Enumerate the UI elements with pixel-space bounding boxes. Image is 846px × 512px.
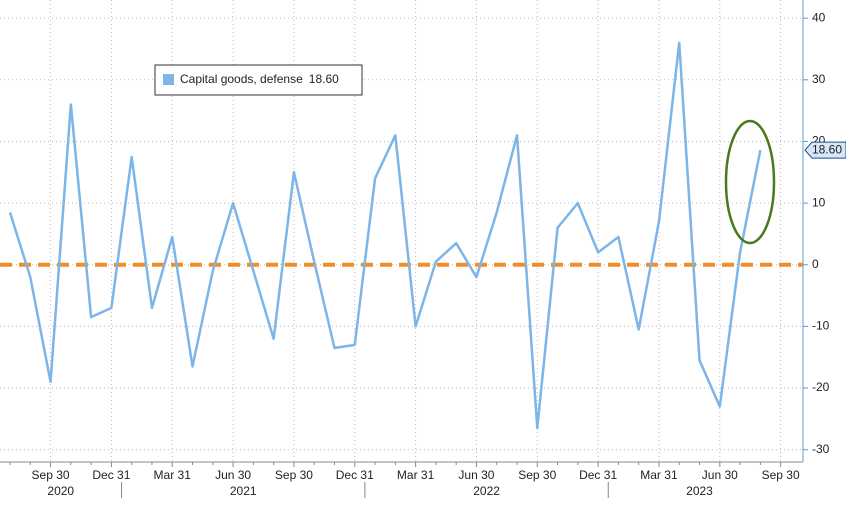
x-tick-label: Mar 31 [640,468,678,482]
y-tick-label: 30 [812,72,826,86]
x-tick-label: Jun 30 [458,468,494,482]
series-line [8,41,762,430]
legend-value: 18.60 [309,72,339,86]
year-label: 2020 [47,484,74,498]
x-tick-label: Dec 31 [579,468,617,482]
highlight-ellipse [724,119,776,245]
y-tick-label: -30 [812,442,830,456]
y-tick-label: -10 [812,319,830,333]
x-tick-label: Mar 31 [397,468,435,482]
x-tick-label: Jun 30 [215,468,251,482]
x-tick-label: Sep 30 [762,468,800,482]
y-tick-label: 0 [812,257,819,271]
x-tick-label: Dec 31 [336,468,374,482]
y-tick-label: 10 [812,195,826,209]
last-value-label: 18.60 [812,142,842,156]
year-label: 2021 [230,484,257,498]
y-tick-label: -20 [812,380,830,394]
legend-swatch [163,74,174,85]
x-tick-label: Dec 31 [92,468,130,482]
y-tick-label: 40 [812,10,826,24]
x-tick-label: Sep 30 [275,468,313,482]
x-tick-label: Sep 30 [32,468,70,482]
year-label: 2022 [473,484,500,498]
x-tick-label: Jun 30 [702,468,738,482]
x-tick-label: Mar 31 [154,468,192,482]
legend-label: Capital goods, defense [180,72,303,86]
x-tick-label: Sep 30 [518,468,556,482]
year-label: 2023 [686,484,713,498]
legend-box [154,64,363,96]
last-value-tag [804,141,846,159]
